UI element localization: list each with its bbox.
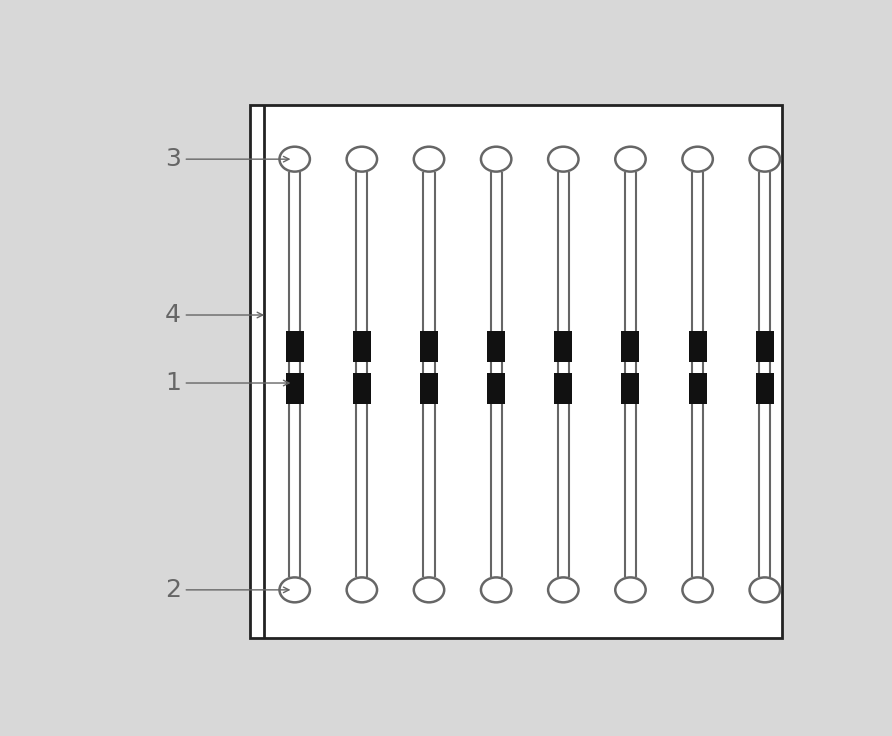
Text: 3: 3 xyxy=(165,147,289,171)
Bar xyxy=(622,373,640,404)
Circle shape xyxy=(749,578,780,602)
Bar xyxy=(420,373,438,404)
Circle shape xyxy=(279,578,310,602)
Bar xyxy=(353,330,371,362)
Circle shape xyxy=(615,146,646,171)
Bar xyxy=(353,373,371,404)
Bar xyxy=(756,373,773,404)
Circle shape xyxy=(682,146,713,171)
Circle shape xyxy=(481,578,511,602)
Bar xyxy=(487,373,505,404)
Bar xyxy=(756,330,773,362)
Circle shape xyxy=(279,146,310,171)
Text: 2: 2 xyxy=(165,578,289,602)
Bar xyxy=(689,373,706,404)
Bar xyxy=(285,330,303,362)
Bar xyxy=(250,105,782,638)
Bar xyxy=(554,330,573,362)
Bar xyxy=(622,330,640,362)
Circle shape xyxy=(749,146,780,171)
Bar xyxy=(689,330,706,362)
Circle shape xyxy=(347,578,377,602)
Circle shape xyxy=(548,578,579,602)
Bar xyxy=(487,330,505,362)
Circle shape xyxy=(414,146,444,171)
Circle shape xyxy=(615,578,646,602)
Circle shape xyxy=(414,578,444,602)
Circle shape xyxy=(347,146,377,171)
Text: 1: 1 xyxy=(165,371,289,395)
Circle shape xyxy=(481,146,511,171)
Bar xyxy=(554,373,573,404)
Bar xyxy=(420,330,438,362)
Text: 4: 4 xyxy=(165,303,263,327)
Circle shape xyxy=(682,578,713,602)
Bar xyxy=(285,373,303,404)
Circle shape xyxy=(548,146,579,171)
